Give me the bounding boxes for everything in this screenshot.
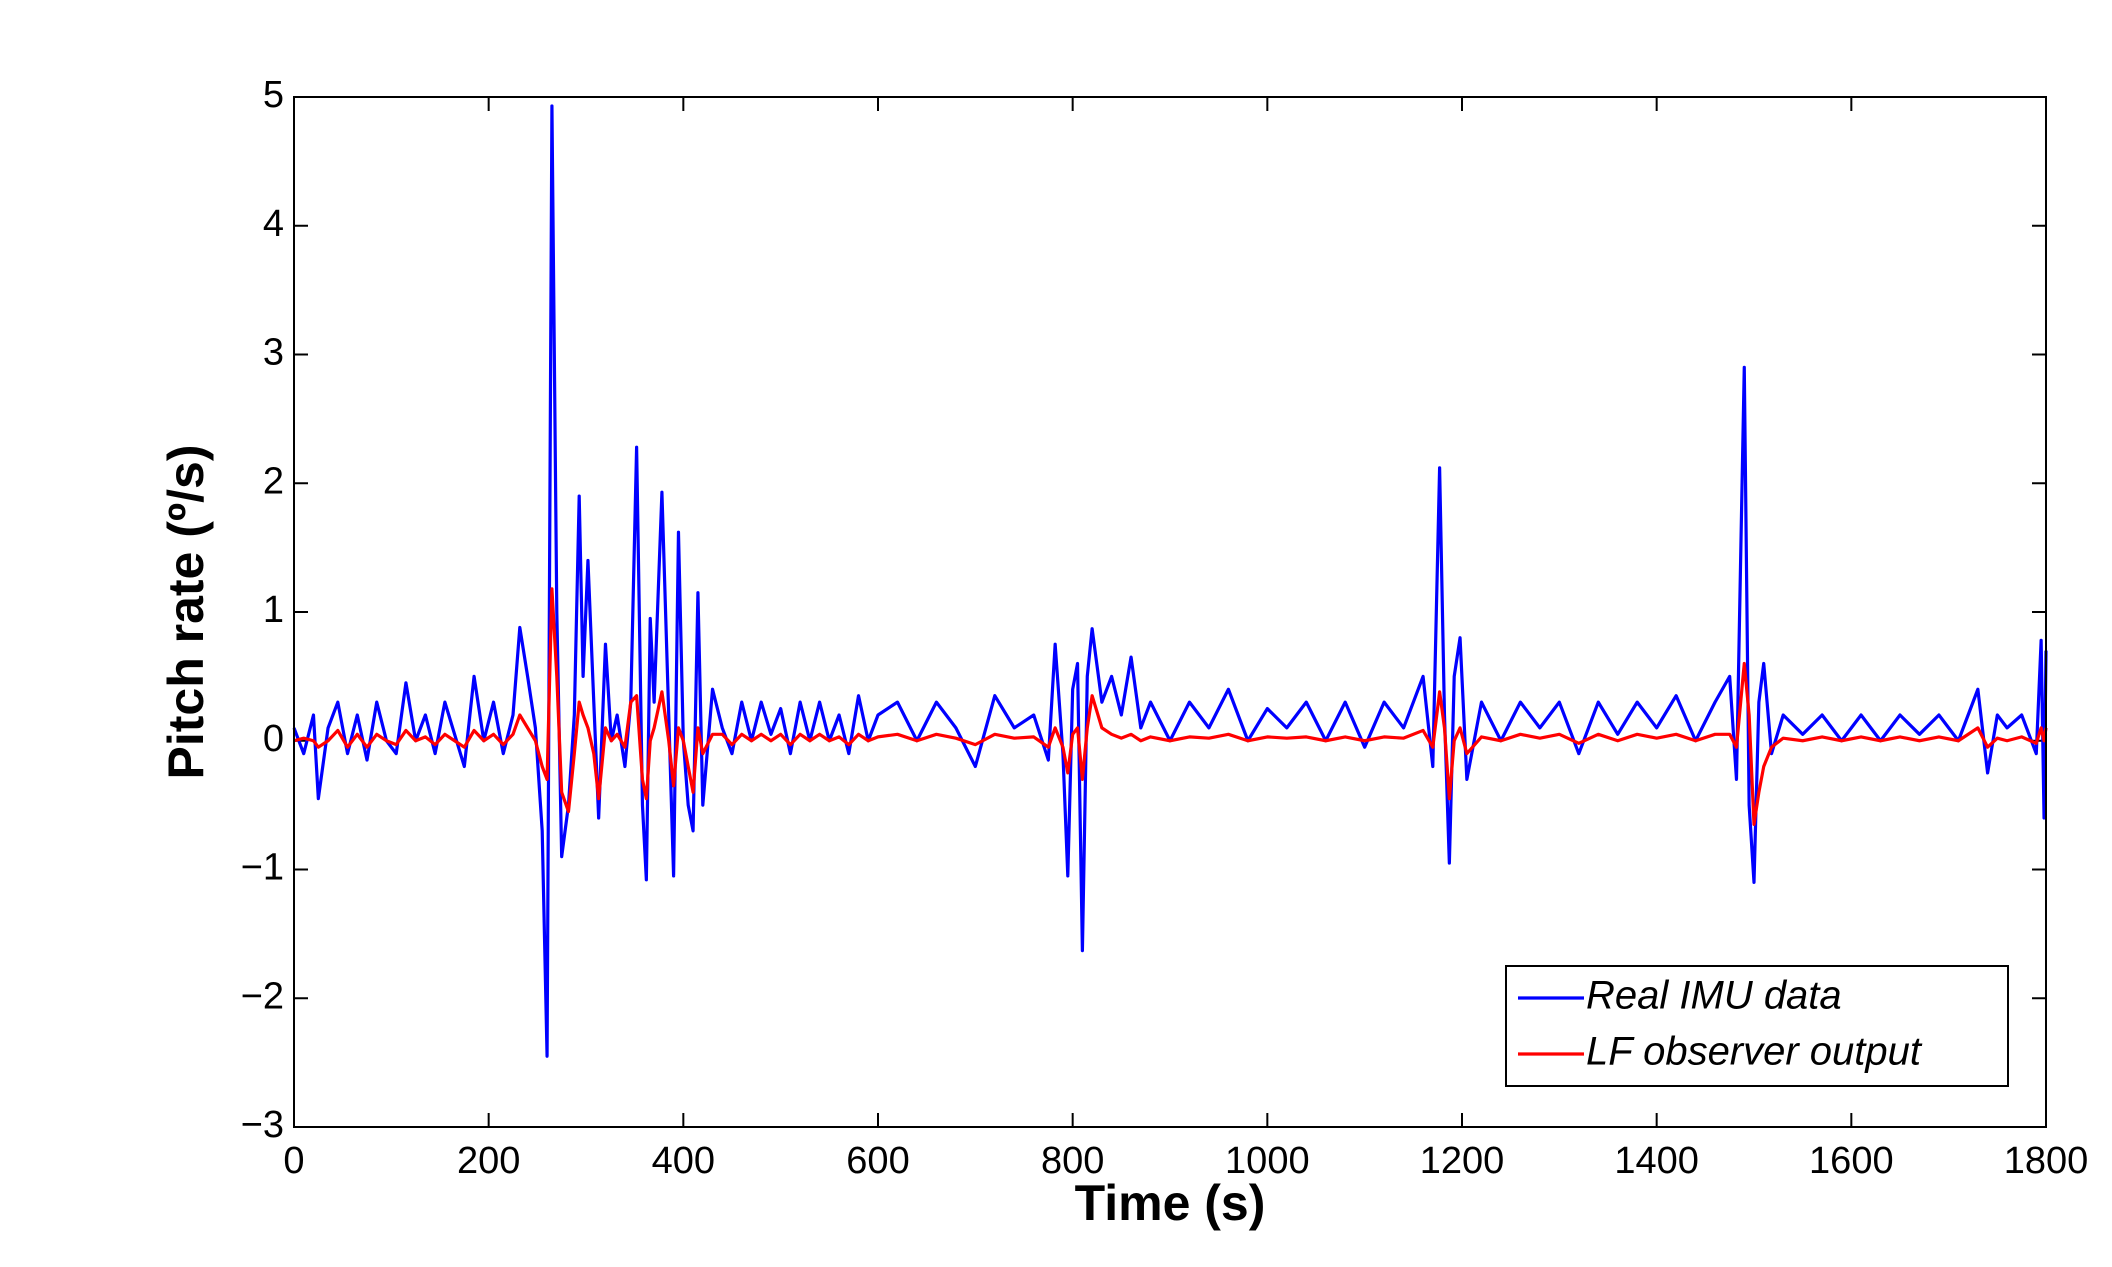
series-line (292, 104, 2048, 1058)
x-tick-label: 1200 (1420, 1140, 1505, 1182)
y-tick-label: −3 (241, 1104, 284, 1146)
legend-box (1505, 965, 2009, 1087)
legend: Real IMU data LF observer output (1505, 965, 2009, 1087)
x-tick-label: 1800 (2004, 1140, 2089, 1182)
y-axis-title: Pitch rate (º/s) (158, 444, 214, 779)
y-tick-label: −1 (241, 847, 284, 889)
y-tick-label: 4 (263, 203, 284, 245)
y-tick-label: 2 (263, 460, 284, 502)
plot-frame (293, 96, 2047, 1128)
x-tick-label: 0 (283, 1140, 304, 1182)
x-tick-label: 600 (846, 1140, 909, 1182)
x-tick-label: 400 (652, 1140, 715, 1182)
y-tick-label: 3 (263, 332, 284, 374)
x-tick-label: 800 (1041, 1140, 1104, 1182)
x-tick-label: 200 (457, 1140, 520, 1182)
x-tick-label: 1000 (1225, 1140, 1310, 1182)
y-tick-label: 1 (263, 589, 284, 631)
x-tick-label: 1400 (1614, 1140, 1699, 1182)
legend-label: LF observer output (1586, 1030, 1923, 1074)
y-tick-label: −2 (241, 975, 284, 1017)
x-tick-label: 1600 (1809, 1140, 1894, 1182)
x-axis-title: Time (s) (1075, 1175, 1266, 1231)
y-tick-label: 0 (263, 718, 284, 760)
series-line (293, 587, 2048, 827)
legend-label: Real IMU data (1586, 974, 1842, 1018)
y-tick-label: 5 (263, 74, 284, 116)
